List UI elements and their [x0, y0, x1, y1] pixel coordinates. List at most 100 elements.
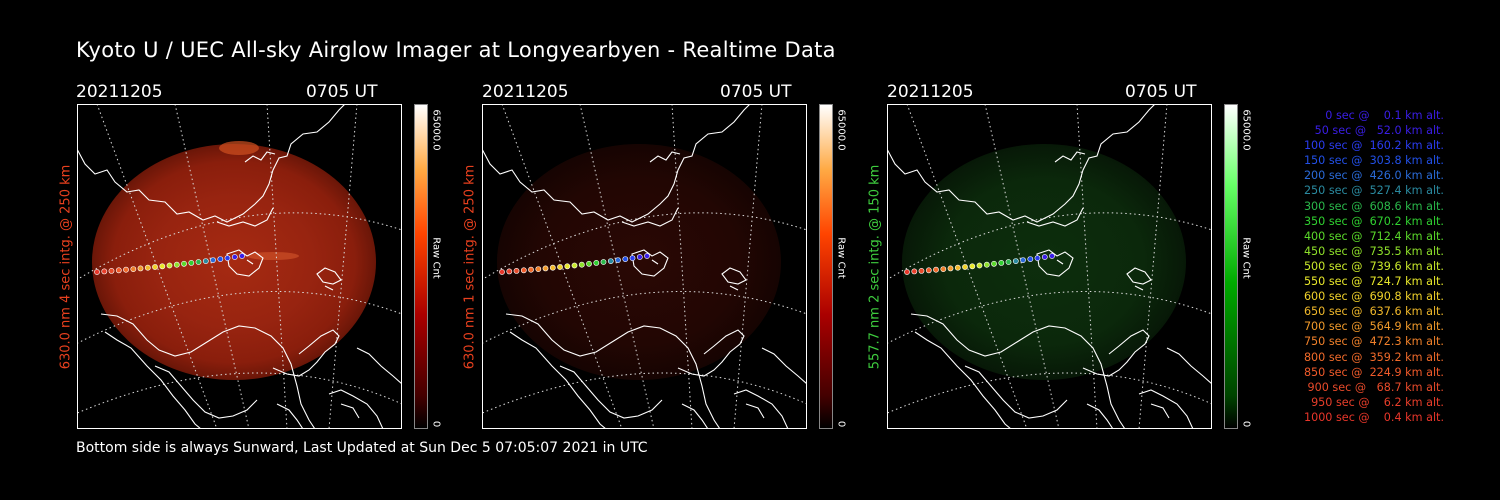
trajectory-point [933, 266, 939, 273]
trajectory-point [152, 264, 158, 270]
trajectory-point [940, 266, 947, 272]
trajectory-point [195, 259, 202, 265]
allsky-image [497, 144, 781, 380]
panel1-cbar-label: Raw Cnt [430, 237, 442, 279]
trajectory-point [1027, 256, 1034, 262]
legend-row: 50 sec @ 52.0 km alt. [1314, 124, 1444, 138]
panel3-date: 20211205 [887, 82, 974, 102]
trajectory-point [607, 258, 614, 264]
trajectory-point [130, 266, 137, 272]
legend-row: 500 sec @ 739.6 km alt. [1303, 259, 1444, 273]
legend-row: 600 sec @ 690.8 km alt. [1303, 290, 1444, 304]
trajectory-point [137, 265, 144, 272]
trajectory-point [904, 269, 910, 275]
panel2-image [482, 104, 807, 429]
panel3-colorbar [1224, 104, 1238, 429]
panel3-cbar-min: 0 [1240, 420, 1252, 428]
panel3-image [887, 104, 1212, 429]
trajectory-point [166, 262, 173, 269]
trajectory-point [564, 263, 571, 270]
trajectory-point [513, 267, 520, 274]
trajectory-point [622, 256, 629, 262]
trajectory-point [210, 257, 216, 263]
legend-row: 950 sec @ 6.2 km alt. [1311, 395, 1444, 409]
trajectory-point [615, 257, 621, 263]
legend-row: 400 sec @ 712.4 km alt. [1303, 229, 1444, 243]
rocket-trajectory [499, 253, 650, 275]
legend-row: 200 sec @ 426.0 km alt. [1303, 169, 1444, 183]
trajectory-point [925, 267, 932, 274]
panel1-time: 0705 UT [306, 82, 378, 102]
legend-row: 100 sec @ 160.2 km alt. [1303, 139, 1444, 153]
trajectory-point [578, 261, 585, 268]
panel2-date: 20211205 [482, 82, 569, 102]
legend-row: 450 sec @ 735.5 km alt. [1303, 244, 1444, 258]
trajectory-point [499, 269, 505, 275]
trajectory-point [535, 266, 542, 272]
trajectory-point [1041, 254, 1048, 260]
panel-frame [77, 104, 402, 429]
panel-frame [482, 104, 807, 429]
rocket-trajectory [904, 253, 1055, 275]
allsky-image [92, 144, 376, 380]
trajectory-point [969, 263, 976, 270]
legend-row: 300 sec @ 608.6 km alt. [1303, 199, 1444, 213]
trajectory-point [983, 261, 990, 268]
aurora-patch [247, 252, 299, 260]
legend-row: 550 sec @ 724.7 km alt. [1303, 275, 1444, 289]
trajectory-point [188, 259, 195, 266]
legend-row: 750 sec @ 472.3 km alt. [1303, 335, 1444, 349]
trajectory-point [181, 260, 187, 267]
trajectory-point [557, 264, 563, 270]
trajectory-point [954, 264, 961, 271]
legend-row: 850 sec @ 224.9 km alt. [1303, 365, 1444, 379]
coordinate-grid [482, 104, 807, 429]
rocket-trajectory [94, 253, 245, 275]
trajectory-point [962, 264, 968, 270]
footer-status: Bottom side is always Sunward, Last Upda… [76, 440, 648, 456]
legend-row: 250 sec @ 527.4 km alt. [1303, 184, 1444, 198]
trajectory-point [629, 255, 636, 261]
panel1-date: 20211205 [76, 82, 163, 102]
trajectory-point [991, 260, 997, 267]
trajectory-point [542, 265, 549, 272]
coastline [77, 104, 402, 429]
trajectory-point [998, 259, 1005, 266]
legend-row: 700 sec @ 564.9 km alt. [1303, 320, 1444, 334]
legend-row: 150 sec @ 303.8 km alt. [1303, 154, 1444, 168]
trajectory-point [976, 262, 983, 269]
trajectory-point [918, 267, 925, 274]
panel2-cbar-min: 0 [835, 420, 847, 428]
trajectory-point [202, 258, 209, 264]
coastline [887, 104, 1212, 429]
allsky-image [902, 144, 1186, 380]
trajectory-point [173, 261, 180, 268]
altitude-legend: 0 sec @ 0.1 km alt. 50 sec @ 52.0 km alt.… [1262, 108, 1444, 425]
coordinate-grid [887, 104, 1212, 429]
trajectory-point [224, 255, 231, 261]
trajectory-point [144, 264, 151, 271]
trajectory-point [571, 262, 578, 269]
panel2-ylabel: 630.0 nm 1 sec intg. @ 250 km [462, 164, 478, 370]
trajectory-point [549, 264, 556, 271]
panel1-image [77, 104, 402, 429]
panel2-colorbar [819, 104, 833, 429]
trajectory-point [108, 267, 115, 274]
legend-row: 800 sec @ 359.2 km alt. [1303, 350, 1444, 364]
trajectory-point [644, 253, 650, 259]
panel-frame [887, 104, 1212, 429]
coastline [482, 104, 807, 429]
panel1-cbar-max: 65000.0 [430, 109, 442, 151]
trajectory-point [1020, 257, 1026, 263]
aurora-patch [219, 141, 259, 155]
trajectory-point [101, 268, 108, 275]
trajectory-point [115, 267, 122, 274]
trajectory-point [159, 263, 166, 270]
trajectory-point [911, 268, 918, 275]
trajectory-point [506, 268, 513, 275]
panel3-ylabel: 557.7 nm 2 sec intg. @ 150 km [867, 164, 883, 370]
trajectory-point [1049, 253, 1055, 259]
trajectory-point [520, 267, 527, 274]
legend-row: 900 sec @ 68.7 km alt. [1307, 380, 1445, 394]
trajectory-point [947, 265, 954, 272]
